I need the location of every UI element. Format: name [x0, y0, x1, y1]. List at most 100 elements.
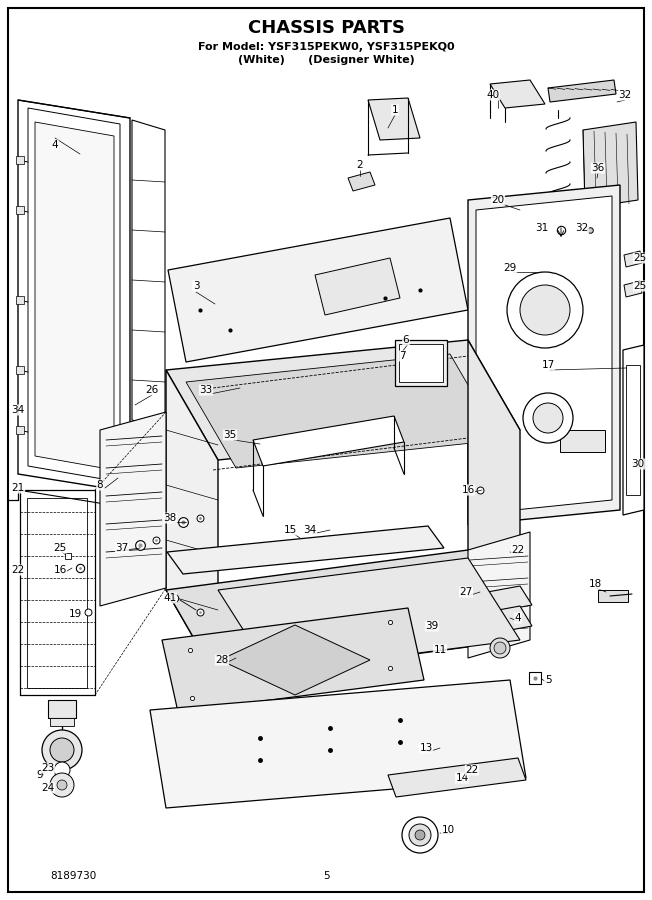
Text: 25: 25: [53, 543, 67, 553]
Text: 16: 16: [53, 565, 67, 575]
Text: 8189730: 8189730: [50, 871, 96, 881]
Circle shape: [54, 762, 70, 778]
Polygon shape: [624, 281, 642, 297]
Polygon shape: [16, 296, 24, 304]
Text: 30: 30: [631, 459, 645, 469]
Text: 33: 33: [200, 385, 213, 395]
Polygon shape: [16, 426, 24, 434]
Text: 20: 20: [492, 195, 505, 205]
Polygon shape: [132, 120, 165, 430]
Circle shape: [533, 403, 563, 433]
Polygon shape: [468, 185, 620, 525]
Text: 11: 11: [434, 645, 447, 655]
Text: 6: 6: [403, 335, 409, 345]
Polygon shape: [468, 532, 530, 658]
Text: 18: 18: [588, 579, 602, 589]
Text: 23: 23: [41, 763, 55, 773]
Polygon shape: [166, 370, 218, 680]
Polygon shape: [50, 718, 74, 726]
Polygon shape: [16, 366, 24, 374]
Text: 13: 13: [419, 743, 433, 753]
Text: 17: 17: [541, 360, 555, 370]
Text: 15: 15: [284, 525, 297, 535]
Text: 22: 22: [11, 565, 25, 575]
Polygon shape: [315, 258, 400, 315]
Text: 41: 41: [164, 593, 177, 603]
Text: 21: 21: [11, 483, 25, 493]
Text: 2: 2: [357, 160, 363, 170]
Polygon shape: [390, 586, 532, 629]
Text: 40: 40: [486, 90, 499, 100]
Text: 25: 25: [633, 281, 647, 291]
Text: 19: 19: [68, 609, 82, 619]
Polygon shape: [390, 606, 532, 650]
Text: 24: 24: [41, 783, 55, 793]
Text: 7: 7: [398, 351, 406, 361]
Text: 29: 29: [503, 263, 516, 273]
Polygon shape: [583, 122, 638, 208]
Polygon shape: [388, 758, 526, 797]
Polygon shape: [16, 156, 24, 164]
Polygon shape: [168, 218, 468, 362]
Text: 25: 25: [633, 253, 647, 263]
Circle shape: [520, 285, 570, 335]
Text: 32: 32: [618, 90, 632, 100]
Text: 36: 36: [591, 163, 604, 173]
Circle shape: [494, 642, 506, 654]
Text: 27: 27: [460, 587, 473, 597]
Text: 4: 4: [514, 613, 522, 623]
Text: 31: 31: [535, 223, 548, 233]
Polygon shape: [490, 80, 545, 108]
Polygon shape: [548, 80, 616, 102]
Circle shape: [409, 824, 431, 846]
Text: 39: 39: [425, 621, 439, 631]
Circle shape: [50, 773, 74, 797]
Polygon shape: [166, 550, 520, 680]
Circle shape: [523, 393, 573, 443]
Circle shape: [402, 817, 438, 853]
Polygon shape: [150, 680, 526, 808]
Polygon shape: [35, 122, 114, 470]
Polygon shape: [368, 98, 420, 140]
Polygon shape: [348, 172, 375, 191]
Polygon shape: [100, 412, 166, 606]
Polygon shape: [253, 416, 404, 466]
Polygon shape: [399, 344, 443, 382]
Polygon shape: [16, 206, 24, 214]
Text: 32: 32: [575, 223, 589, 233]
Text: For Model: YSF315PEKW0, YSF315PEKQ0: For Model: YSF315PEKW0, YSF315PEKQ0: [198, 42, 454, 52]
Polygon shape: [626, 456, 644, 479]
Polygon shape: [476, 196, 612, 514]
Polygon shape: [162, 608, 424, 712]
Text: CHASSIS PARTS: CHASSIS PARTS: [248, 19, 404, 37]
Polygon shape: [218, 558, 520, 672]
Text: 14: 14: [455, 773, 469, 783]
Text: 5: 5: [323, 871, 329, 881]
Text: 37: 37: [115, 543, 128, 553]
Polygon shape: [186, 354, 500, 468]
Text: 28: 28: [215, 655, 229, 665]
Polygon shape: [28, 108, 120, 482]
Polygon shape: [48, 700, 76, 718]
Polygon shape: [395, 340, 447, 386]
Polygon shape: [166, 340, 520, 460]
Text: 16: 16: [462, 485, 475, 495]
Text: 3: 3: [193, 281, 200, 291]
Text: 34: 34: [303, 525, 317, 535]
Text: 35: 35: [224, 430, 237, 440]
Circle shape: [415, 830, 425, 840]
Text: 5: 5: [544, 675, 552, 685]
Polygon shape: [623, 345, 644, 515]
Text: 10: 10: [441, 825, 454, 835]
Text: (White)      (Designer White): (White) (Designer White): [237, 55, 415, 65]
Polygon shape: [560, 430, 605, 452]
Text: 8: 8: [96, 480, 103, 490]
Text: 26: 26: [145, 385, 158, 395]
Text: 22: 22: [466, 765, 479, 775]
Polygon shape: [167, 526, 444, 574]
Text: 38: 38: [164, 513, 177, 523]
Circle shape: [57, 780, 67, 790]
Text: 34: 34: [11, 405, 25, 415]
Polygon shape: [468, 340, 520, 640]
Polygon shape: [624, 251, 642, 267]
